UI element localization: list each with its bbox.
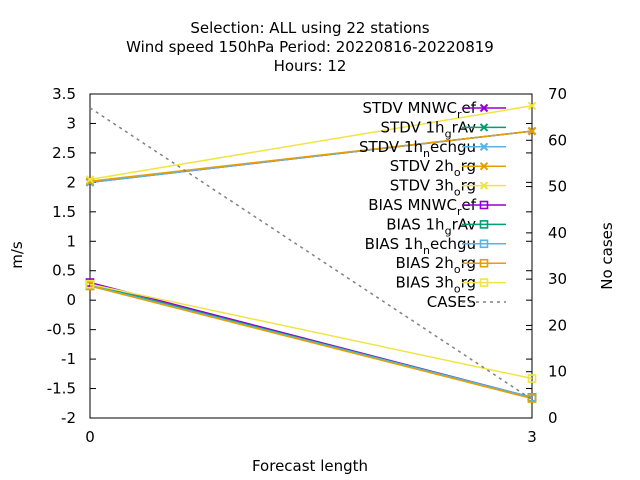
point-marker-cross (479, 161, 489, 171)
y-tick-label: -2 (61, 409, 76, 427)
legend-item: BIAS 3horg (396, 274, 506, 296)
point-marker-cross (85, 175, 95, 184)
series-stdv-2h-org (85, 126, 537, 186)
series-bias-3h-org (85, 279, 537, 383)
y2-tick-label: 50 (548, 178, 567, 196)
series-line (89, 285, 533, 400)
title-line-1: Selection: ALL using 22 stations (190, 19, 429, 37)
y-tick-label: 2.5 (52, 144, 76, 162)
y-tick-label: -1 (61, 350, 76, 368)
y2-tick-label: 60 (548, 131, 567, 149)
y2-tick-label: 20 (548, 316, 567, 334)
plot-frame (89, 93, 533, 419)
series-stdv-3h-org (85, 101, 537, 184)
chart-title: Selection: ALL using 22 stations Wind sp… (126, 19, 494, 75)
point-marker-square (479, 239, 489, 249)
point-marker-cross (479, 103, 489, 113)
title-line-3: Hours: 12 (274, 57, 347, 75)
point-marker-cross (527, 101, 537, 110)
y2-tick-label: 30 (548, 270, 567, 288)
point-marker-square (479, 200, 489, 210)
point-marker-square (527, 394, 537, 403)
legend-label: STDV MNWCref (362, 99, 476, 121)
point-marker-cross (479, 142, 489, 152)
point-marker-square (527, 374, 537, 383)
legend-label: BIAS MNWCref (368, 196, 476, 218)
y2-axis-label: No cases (598, 222, 616, 290)
y2-tick-label: 40 (548, 224, 567, 242)
y-tick-label: 3.5 (52, 85, 76, 103)
y-tick-label: 0.5 (52, 262, 76, 280)
series-line (89, 105, 533, 181)
legend-item: STDV 1hgrAv (381, 118, 506, 140)
y2-tick-label: 70 (548, 85, 567, 103)
y-tick-label: 0 (66, 291, 76, 309)
point-marker-cross (479, 123, 489, 132)
y2-tick-label: 0 (548, 409, 558, 427)
legend-label: STDV 3horg (390, 177, 476, 199)
legend-item: BIAS 2horg (396, 254, 506, 276)
legend-label: CASES (427, 293, 476, 311)
legend-item: STDV MNWCref (362, 99, 506, 121)
legend-item: CASES (427, 293, 506, 311)
y-tick-label: 1.5 (52, 203, 76, 221)
series-line (89, 130, 533, 182)
y-tick-label: 3 (66, 114, 76, 132)
point-marker-square (479, 278, 489, 287)
y-tick-label: -1.5 (47, 380, 76, 398)
point-marker-square (85, 279, 95, 289)
x-axis-label: Forecast length (252, 457, 368, 475)
plot-area: 3.532.521.510.50-0.5-1-1.5-2706050403020… (47, 85, 567, 446)
point-marker-cross (527, 126, 537, 136)
title-line-2: Wind speed 150hPa Period: 20220816-20220… (126, 38, 494, 56)
x-tick-label: 3 (527, 428, 537, 446)
y-tick-label: 2 (66, 173, 76, 191)
series-cases (89, 107, 533, 401)
legend-item: BIAS 1hnechgu (365, 235, 506, 257)
x-tick-label: 0 (85, 428, 95, 446)
y-tick-label: 1 (66, 232, 76, 250)
y2-tick-label: 10 (548, 363, 567, 381)
y-axis-label: m/s (8, 241, 26, 269)
legend-label: BIAS 1hnechgu (365, 235, 476, 257)
legend-item: STDV 3horg (390, 177, 506, 199)
series-line (89, 283, 533, 380)
y-tick-label: -0.5 (47, 321, 76, 339)
point-marker-square (479, 258, 489, 268)
legend-item: STDV 2horg (390, 157, 506, 179)
legend-item: BIAS MNWCref (368, 196, 506, 218)
point-marker-cross (479, 181, 489, 190)
series-line (89, 107, 533, 401)
legend-item: STDV 1hnechgu (359, 138, 506, 160)
legend-label: STDV 1hnechgu (359, 138, 476, 160)
legend-item: BIAS 1hgrAv (386, 215, 506, 237)
point-marker-square (479, 220, 489, 229)
